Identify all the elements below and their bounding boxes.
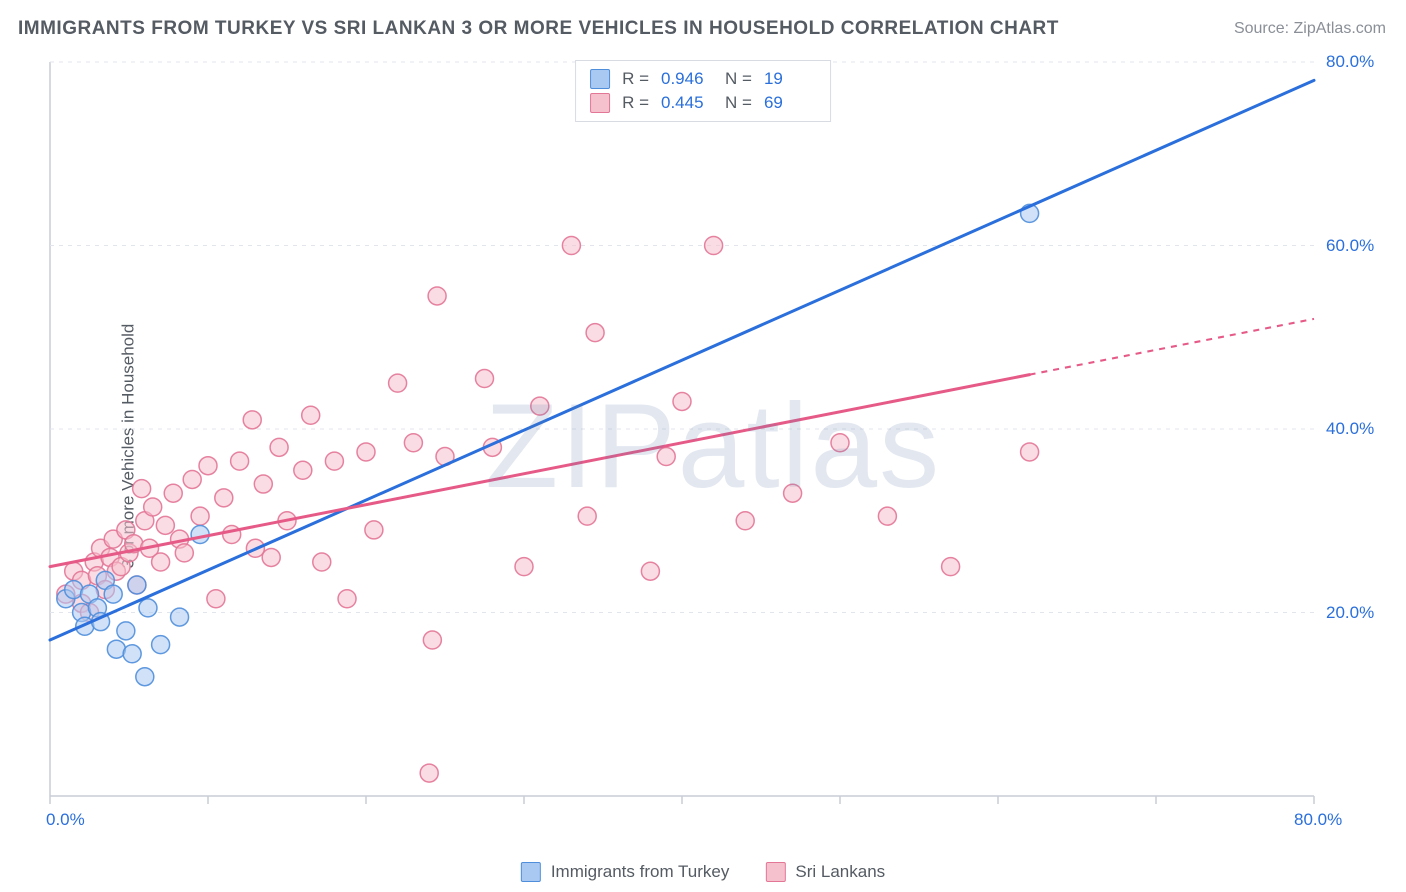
y-axis-label-3: 80.0% bbox=[1326, 52, 1374, 72]
legend-name-2: Sri Lankans bbox=[795, 862, 885, 882]
plot-area: ZIPatlas bbox=[46, 56, 1380, 836]
legend-r-value-1: 0.946 bbox=[661, 69, 713, 89]
x-axis-label-right: 80.0% bbox=[1294, 810, 1342, 830]
legend-r-value-2: 0.445 bbox=[661, 93, 713, 113]
chart-title: IMMIGRANTS FROM TURKEY VS SRI LANKAN 3 O… bbox=[18, 18, 1059, 40]
legend-row-series-1: R = 0.946 N = 19 bbox=[590, 67, 816, 91]
legend-series: Immigrants from Turkey Sri Lankans bbox=[521, 862, 885, 882]
y-axis-label-0: 20.0% bbox=[1326, 603, 1374, 623]
x-axis-label-left: 0.0% bbox=[46, 810, 85, 830]
legend-swatch-2 bbox=[590, 93, 610, 113]
chart-svg bbox=[46, 56, 1380, 836]
legend-n-label-2: N = bbox=[725, 93, 752, 113]
y-axis-label-1: 40.0% bbox=[1326, 419, 1374, 439]
source-label: Source: ZipAtlas.com bbox=[1234, 20, 1386, 38]
legend-row-series-2: R = 0.445 N = 69 bbox=[590, 91, 816, 115]
legend-name-1: Immigrants from Turkey bbox=[551, 862, 730, 882]
legend-swatch-bottom-2 bbox=[765, 862, 785, 882]
legend-n-value-1: 19 bbox=[764, 69, 816, 89]
legend-r-label-2: R = bbox=[622, 93, 649, 113]
legend-swatch-1 bbox=[590, 69, 610, 89]
legend-item-2: Sri Lankans bbox=[765, 862, 885, 882]
y-axis-label-2: 60.0% bbox=[1326, 236, 1374, 256]
legend-n-value-2: 69 bbox=[764, 93, 816, 113]
legend-n-label-1: N = bbox=[725, 69, 752, 89]
chart-container: IMMIGRANTS FROM TURKEY VS SRI LANKAN 3 O… bbox=[0, 0, 1406, 892]
legend-item-1: Immigrants from Turkey bbox=[521, 862, 730, 882]
legend-r-label-1: R = bbox=[622, 69, 649, 89]
legend-correlation: R = 0.946 N = 19 R = 0.445 N = 69 bbox=[575, 60, 831, 122]
legend-swatch-bottom-1 bbox=[521, 862, 541, 882]
